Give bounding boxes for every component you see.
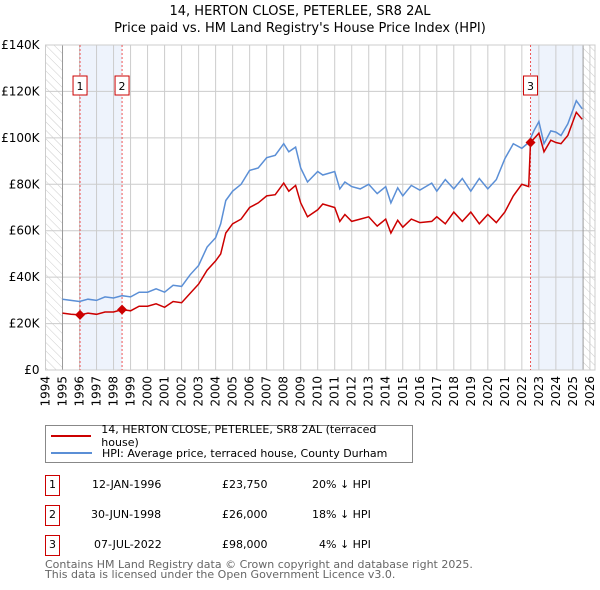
x-tick-label: 2009: [294, 376, 308, 407]
y-tick-label: £140K: [1, 38, 41, 52]
hatched-region: [45, 45, 63, 370]
x-tick-label: 2001: [158, 376, 172, 407]
legend: 14, HERTON CLOSE, PETERLEE, SR8 2AL (ter…: [45, 423, 413, 463]
footer-licence: This data is licensed under the Open Gov…: [45, 568, 396, 581]
series-line: [62, 110, 583, 316]
transaction-row: 1 12-JAN-1996 £23,750 20% ↓ HPI: [45, 475, 445, 496]
sale-label: 1: [77, 80, 84, 93]
y-tick-label: £40K: [9, 270, 41, 284]
x-tick-label: 2022: [515, 376, 529, 407]
x-tick-label: 2011: [328, 376, 342, 407]
hatched-region: [583, 45, 595, 370]
x-tick-label: 1996: [73, 376, 87, 407]
legend-swatch-red: [51, 435, 92, 437]
x-tick-label: 2002: [175, 376, 189, 407]
x-tick-label: 2026: [583, 376, 597, 407]
sale-label-box: [72, 75, 88, 96]
legend-label: 14, HERTON CLOSE, PETERLEE, SR8 2AL (ter…: [101, 423, 377, 449]
sale-point: [117, 304, 128, 315]
footer: Contains HM Land Registry data © Crown c…: [45, 558, 473, 581]
legend-label: HPI: Average price, terraced house, Coun…: [102, 446, 388, 460]
transaction-row: 3 07-JUL-2022 £98,000 4% ↓ HPI: [45, 535, 445, 556]
legend-item-hpi: HPI: Average price, terraced house, Coun…: [46, 445, 387, 461]
transaction-badge: 2: [45, 505, 60, 526]
footer-copyright: Contains HM Land Registry data © Crown c…: [45, 558, 473, 571]
sale-label: 2: [119, 80, 126, 93]
x-tick-label: 2020: [481, 376, 495, 407]
x-tick-label: 2006: [243, 376, 257, 407]
x-tick-label: 1995: [56, 376, 70, 407]
transaction-date: 12-JAN-1996: [92, 478, 162, 491]
x-tick-label: 2014: [379, 376, 393, 407]
sale-point: [525, 137, 536, 148]
x-tick-label: 2012: [345, 376, 359, 407]
x-tick-label: 1998: [107, 376, 121, 407]
transaction-hpi: 20% ↓ HPI: [312, 478, 371, 491]
series-line: [62, 99, 583, 303]
transaction-badge: 3: [45, 535, 60, 556]
transaction-row: 2 30-JUN-1998 £26,000 18% ↓ HPI: [45, 505, 445, 526]
sale-label-box: [523, 75, 539, 96]
sale-label: 3: [527, 80, 534, 93]
x-tick-label: 2004: [209, 376, 223, 407]
legend-swatch-blue: [51, 452, 92, 454]
x-tick-label: 2018: [447, 376, 461, 407]
x-tick-label: 2021: [498, 376, 512, 407]
x-tick-label: 2024: [549, 376, 563, 407]
y-tick-label: £20K: [9, 317, 41, 331]
y-tick-label: £120K: [1, 84, 41, 98]
transaction-date: 07-JUL-2022: [94, 538, 162, 551]
transaction-price: £26,000: [222, 508, 268, 521]
x-tick-label: 1999: [124, 376, 138, 407]
x-tick-label: 2003: [192, 376, 206, 407]
legend-item-property: 14, HERTON CLOSE, PETERLEE, SR8 2AL (ter…: [46, 423, 412, 449]
x-tick-label: 2019: [464, 376, 478, 407]
sale-point: [75, 309, 86, 320]
x-tick-label: 2005: [226, 376, 240, 407]
x-tick-label: 1997: [90, 376, 104, 407]
x-tick-label: 2007: [260, 376, 274, 407]
transaction-hpi: 4% ↓ HPI: [319, 538, 371, 551]
chart-title: 14, HERTON CLOSE, PETERLEE, SR8 2AL: [169, 4, 431, 19]
transaction-price: £23,750: [222, 478, 268, 491]
x-tick-label: 2017: [430, 376, 444, 407]
plot-frame: [45, 44, 596, 371]
x-tick-label: 2008: [277, 376, 291, 407]
shaded-region: [80, 45, 123, 370]
sale-label-box: [114, 75, 130, 96]
x-tick-label: 2010: [311, 376, 325, 407]
y-tick-label: £0: [24, 363, 39, 377]
x-tick-label: 1994: [39, 376, 53, 407]
x-tick-label: 2023: [532, 376, 546, 407]
transaction-hpi: 18% ↓ HPI: [312, 508, 371, 521]
transaction-badge: 1: [45, 475, 60, 496]
y-tick-label: £80K: [9, 177, 41, 191]
x-tick-label: 2015: [396, 376, 410, 407]
transaction-price: £98,000: [222, 538, 268, 551]
x-tick-label: 2025: [566, 376, 580, 407]
y-tick-label: £100K: [1, 131, 41, 145]
x-tick-label: 2000: [141, 376, 155, 407]
y-tick-label: £60K: [9, 224, 41, 238]
x-tick-label: 2013: [362, 376, 376, 407]
transaction-date: 30-JUN-1998: [91, 508, 162, 521]
x-tick-label: 2016: [413, 376, 427, 407]
chart-subtitle: Price paid vs. HM Land Registry's House …: [114, 21, 486, 36]
